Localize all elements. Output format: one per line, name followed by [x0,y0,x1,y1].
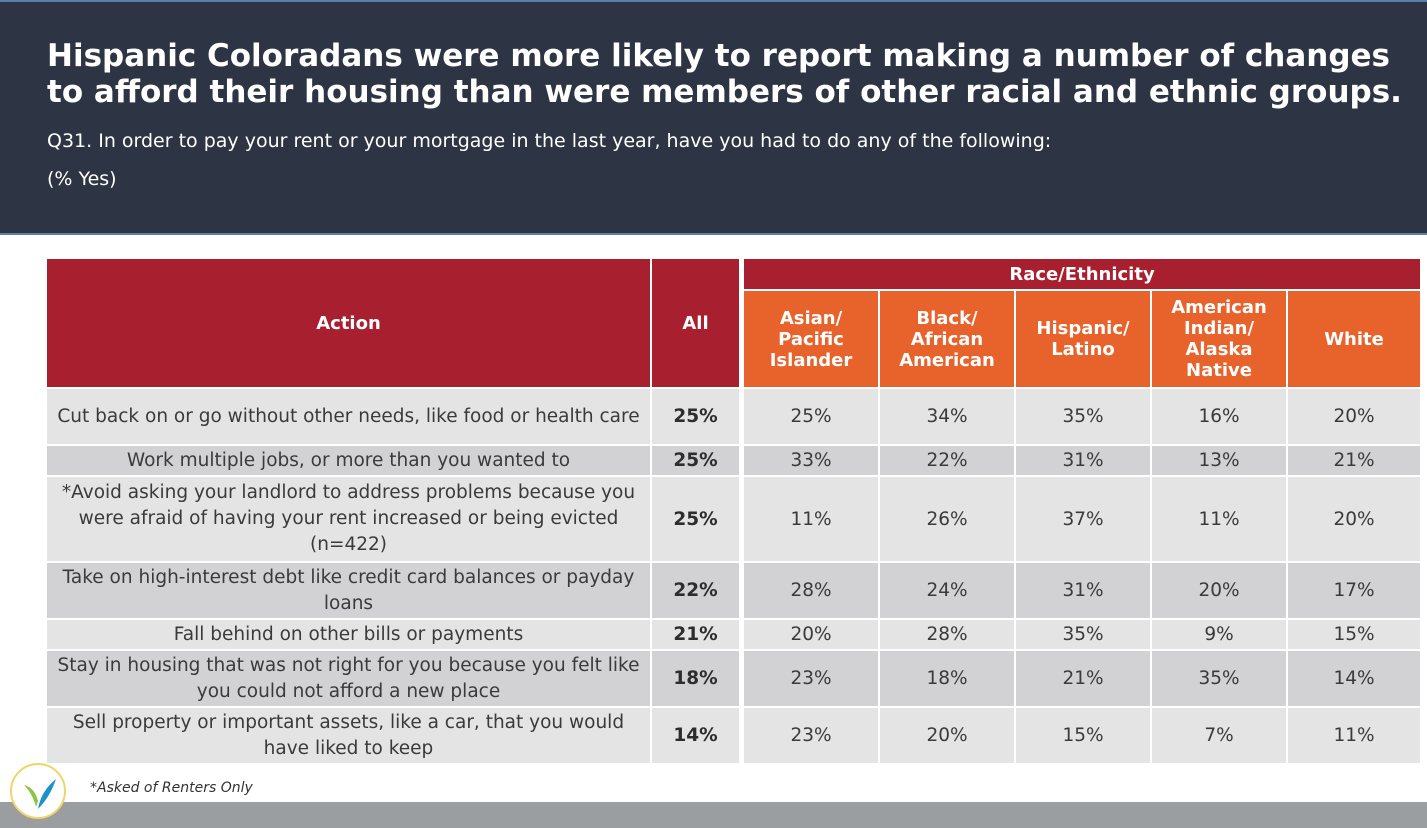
row-all-value: 25% [650,387,741,446]
cell-value: 21% [1285,444,1423,477]
table-row: Stay in housing that was not right for y… [45,649,1423,708]
table-row: Take on high-interest debt like credit c… [45,561,1423,620]
column-gap [739,257,744,389]
row-action: *Avoid asking your landlord to address p… [45,475,652,563]
table-row: Sell property or important assets, like … [45,706,1423,765]
column-header-action: Action [45,257,652,389]
cell-value: 25% [742,387,880,446]
column-gap [739,387,744,446]
header-divider [0,233,1427,235]
cell-value: 37% [1014,475,1152,563]
row-all-value: 22% [650,561,741,620]
cell-value: 28% [742,561,880,620]
row-action: Take on high-interest debt like credit c… [45,561,652,620]
cell-value: 7% [1150,706,1288,765]
column-header-american-indian: American Indian/ Alaska Native [1150,289,1288,389]
cell-value: 23% [742,706,880,765]
table-row: Fall behind on other bills or payments 2… [45,618,1423,651]
cell-value: 20% [1150,561,1288,620]
results-table: Action All Race/Ethnicity Asian/ Pacific… [45,257,1423,765]
cell-value: 14% [1285,649,1423,708]
cell-value: 13% [1150,444,1288,477]
group-header-race-ethnicity: Race/Ethnicity [741,257,1423,291]
row-all-value: 18% [650,649,741,708]
cell-value: 11% [1150,475,1288,563]
cell-value: 31% [1014,444,1152,477]
cell-value: 31% [1014,561,1152,620]
cell-value: 34% [878,387,1016,446]
table-row: Cut back on or go without other needs, l… [45,387,1423,446]
row-action: Fall behind on other bills or payments [45,618,652,651]
cell-value: 15% [1014,706,1152,765]
column-header-asian: Asian/ Pacific Islander [742,289,880,389]
row-action: Sell property or important assets, like … [45,706,652,765]
cell-value: 22% [878,444,1016,477]
cell-value: 11% [742,475,880,563]
column-gap [739,706,744,765]
table-row: Work multiple jobs, or more than you wan… [45,444,1423,477]
cell-value: 35% [1014,618,1152,651]
column-gap [739,618,744,651]
cell-value: 23% [742,649,880,708]
column-gap [739,444,744,477]
column-header-hispanic: Hispanic/ Latino [1014,289,1152,389]
row-all-value: 25% [650,475,741,563]
row-action: Work multiple jobs, or more than you wan… [45,444,652,477]
subtitle: (% Yes) [47,168,117,190]
cell-value: 9% [1150,618,1288,651]
header-banner: Hispanic Coloradans were more likely to … [0,0,1427,233]
page-title: Hispanic Coloradans were more likely to … [47,38,1402,110]
column-header-white: White [1285,289,1423,389]
cell-value: 33% [742,444,880,477]
cell-value: 11% [1285,706,1423,765]
footnote: *Asked of Renters Only [90,780,253,796]
cell-value: 28% [878,618,1016,651]
leaf-logo-icon [10,763,66,819]
cell-value: 16% [1150,387,1288,446]
cell-value: 26% [878,475,1016,563]
cell-value: 35% [1014,387,1152,446]
row-all-value: 21% [650,618,741,651]
footer-bar [0,802,1427,828]
row-all-value: 14% [650,706,741,765]
cell-value: 15% [1285,618,1423,651]
column-header-all: All [650,257,741,389]
cell-value: 17% [1285,561,1423,620]
cell-value: 20% [1285,387,1423,446]
column-header-black: Black/ African American [878,289,1016,389]
cell-value: 35% [1150,649,1288,708]
table-row: *Avoid asking your landlord to address p… [45,475,1423,563]
row-action: Cut back on or go without other needs, l… [45,387,652,446]
column-gap [739,649,744,708]
row-all-value: 25% [650,444,741,477]
cell-value: 24% [878,561,1016,620]
row-action: Stay in housing that was not right for y… [45,649,652,708]
cell-value: 21% [1014,649,1152,708]
column-gap [739,561,744,620]
cell-value: 18% [878,649,1016,708]
cell-value: 20% [1285,475,1423,563]
cell-value: 20% [742,618,880,651]
question-text: Q31. In order to pay your rent or your m… [47,130,1052,152]
cell-value: 20% [878,706,1016,765]
column-gap [739,475,744,563]
